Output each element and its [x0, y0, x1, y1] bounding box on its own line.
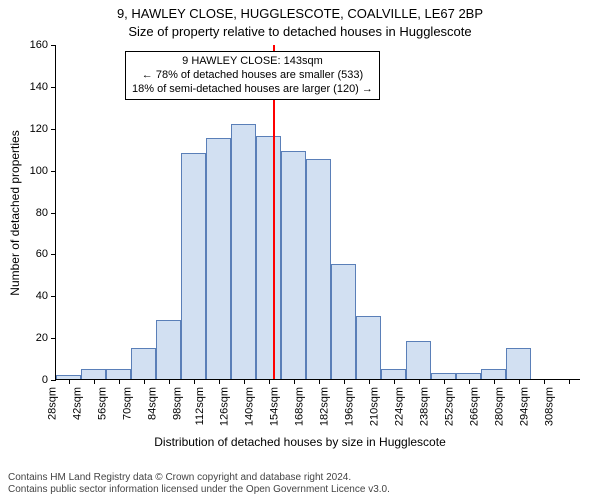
xtick-line [344, 379, 345, 384]
xtick-line [319, 379, 320, 384]
annotation-line-3: 18% of semi-detached houses are larger (… [132, 83, 373, 97]
histogram-bar [356, 316, 381, 379]
xtick-label: 28sqm [46, 387, 58, 420]
ytick-line [51, 296, 56, 297]
y-axis-title: Number of detached properties [8, 130, 22, 295]
ytick-label: 20 [36, 332, 48, 344]
ytick-line [51, 45, 56, 46]
xtick-line [419, 379, 420, 384]
ytick-line [51, 171, 56, 172]
xtick-line [494, 379, 495, 384]
xtick-line [244, 379, 245, 384]
xtick-line [519, 379, 520, 384]
xtick-label: 224sqm [393, 387, 405, 426]
histogram-bar [131, 348, 156, 379]
ytick-label: 120 [30, 123, 48, 135]
ytick-line [51, 380, 56, 381]
xtick-line [219, 379, 220, 384]
annotation-line-2: ← 78% of detached houses are smaller (53… [132, 69, 373, 83]
annotation-line-1: 9 HAWLEY CLOSE: 143sqm [132, 55, 373, 69]
ytick-label: 160 [30, 39, 48, 51]
ytick-label: 80 [36, 207, 48, 219]
xtick-line [269, 379, 270, 384]
histogram-bar [231, 124, 256, 379]
xtick-label: 42sqm [71, 387, 83, 420]
x-axis-title: Distribution of detached houses by size … [0, 435, 600, 449]
xtick-label: 182sqm [318, 387, 330, 426]
xtick-label: 154sqm [268, 387, 280, 426]
xtick-label: 112sqm [193, 387, 205, 425]
ytick-label: 40 [36, 290, 48, 302]
xtick-label: 126sqm [218, 387, 230, 426]
super-title: 9, HAWLEY CLOSE, HUGGLESCOTE, COALVILLE,… [0, 6, 600, 21]
ytick-line [51, 254, 56, 255]
ytick-line [51, 129, 56, 130]
histogram-bar [381, 369, 406, 379]
xtick-line [94, 379, 95, 384]
chart-root: 9, HAWLEY CLOSE, HUGGLESCOTE, COALVILLE,… [0, 0, 600, 500]
xtick-label: 294sqm [518, 387, 530, 426]
xtick-label: 140sqm [243, 387, 255, 426]
ytick-label: 60 [36, 248, 48, 260]
footer-line-2: Contains public sector information licen… [8, 484, 390, 496]
histogram-bar [481, 369, 506, 379]
annotation-box: 9 HAWLEY CLOSE: 143sqm ← 78% of detached… [125, 51, 380, 100]
xtick-label: 280sqm [493, 387, 505, 426]
xtick-line [369, 379, 370, 384]
xtick-line [444, 379, 445, 384]
xtick-label: 70sqm [121, 387, 133, 420]
sub-title: Size of property relative to detached ho… [0, 24, 600, 39]
xtick-line [544, 379, 545, 384]
ytick-line [51, 87, 56, 88]
xtick-label: 252sqm [443, 387, 455, 426]
xtick-line [144, 379, 145, 384]
histogram-bar [206, 138, 231, 379]
xtick-label: 98sqm [171, 387, 183, 420]
xtick-label: 84sqm [146, 387, 158, 420]
xtick-label: 238sqm [418, 387, 430, 426]
xtick-line [119, 379, 120, 384]
histogram-bar [81, 369, 106, 379]
ytick-label: 140 [30, 81, 48, 93]
xtick-label: 56sqm [96, 387, 108, 420]
histogram-bar [506, 348, 531, 379]
xtick-label: 168sqm [293, 387, 305, 426]
histogram-bar [331, 264, 356, 379]
xtick-label: 210sqm [368, 387, 380, 426]
histogram-bar [106, 369, 131, 379]
ytick-line [51, 213, 56, 214]
xtick-label: 196sqm [343, 387, 355, 426]
histogram-bar [181, 153, 206, 379]
xtick-label: 308sqm [543, 387, 555, 426]
histogram-bar [281, 151, 306, 379]
ytick-line [51, 338, 56, 339]
xtick-line [469, 379, 470, 384]
histogram-bar [256, 136, 281, 379]
histogram-bar [156, 320, 181, 379]
ytick-label: 100 [30, 165, 48, 177]
footer: Contains HM Land Registry data © Crown c… [8, 472, 390, 496]
histogram-bar [406, 341, 431, 379]
xtick-line [194, 379, 195, 384]
xtick-label: 266sqm [468, 387, 480, 426]
histogram-bar [306, 159, 331, 379]
xtick-line [394, 379, 395, 384]
xtick-line [169, 379, 170, 384]
xtick-line [569, 379, 570, 384]
ytick-label: 0 [42, 374, 48, 386]
footer-line-1: Contains HM Land Registry data © Crown c… [8, 472, 390, 484]
xtick-line [294, 379, 295, 384]
xtick-line [69, 379, 70, 384]
